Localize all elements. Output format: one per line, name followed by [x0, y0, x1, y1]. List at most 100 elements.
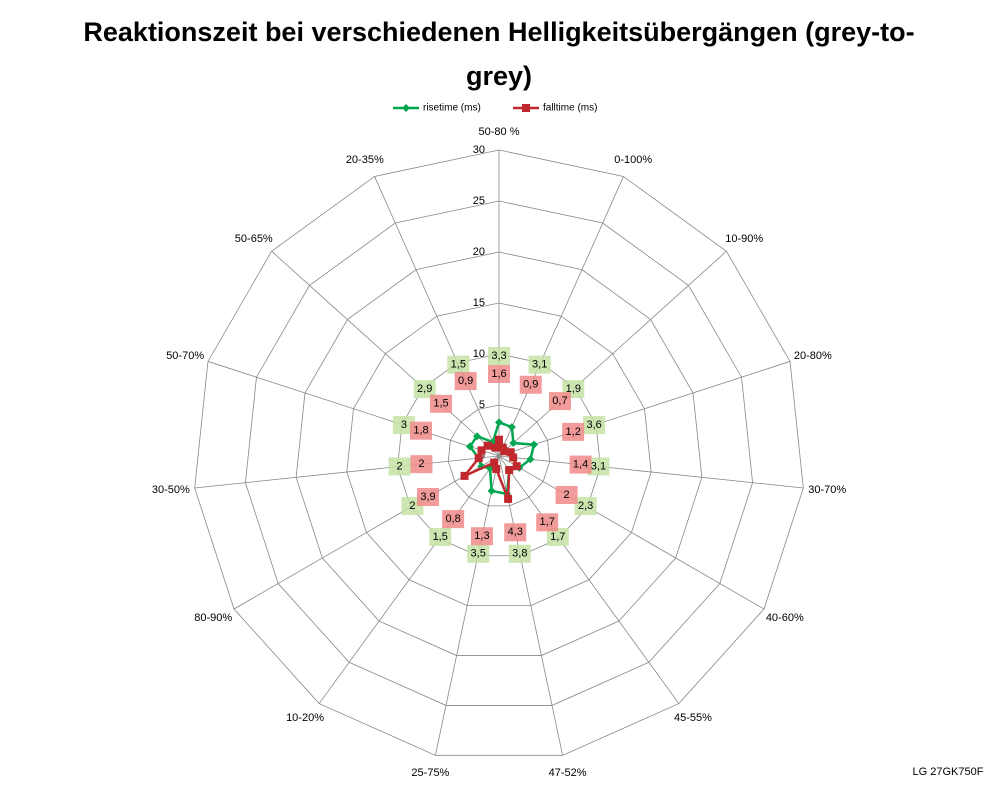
data-label: 3: [401, 419, 407, 431]
category-label: 0-100%: [614, 154, 652, 166]
data-label-bg: [470, 527, 493, 546]
marker: [512, 462, 521, 471]
marker: [504, 494, 513, 503]
data-label: 3,1: [591, 460, 606, 472]
category-label: 47-52%: [549, 767, 587, 779]
grid-ring: [346, 302, 652, 607]
data-label: 2: [563, 489, 569, 501]
data-label-bg: [536, 513, 559, 532]
data-label: 1,5: [433, 531, 448, 543]
y-tick-label: 5: [479, 399, 485, 411]
data-label-bg: [410, 421, 433, 440]
spoke: [498, 455, 804, 489]
spoke: [498, 455, 564, 756]
y-tick-label: 25: [473, 195, 485, 207]
marker: [474, 454, 483, 463]
spoke: [498, 250, 727, 457]
category-label: 25-75%: [411, 767, 449, 779]
category-label: 80-90%: [194, 612, 232, 624]
category-label: 40-60%: [766, 612, 804, 624]
data-label-bg: [574, 497, 597, 515]
data-label-bg: [416, 488, 439, 506]
category-label: 10-90%: [725, 233, 763, 245]
data-label: 0,7: [552, 395, 567, 407]
data-label: 0,9: [458, 375, 473, 387]
data-label-bg: [447, 355, 470, 374]
marker: [492, 464, 501, 473]
marker: [491, 443, 500, 452]
data-label: 0,9: [523, 379, 538, 391]
grid-ring: [244, 200, 754, 706]
data-label: 3,8: [512, 548, 527, 560]
spoke: [498, 455, 680, 704]
data-label-bg: [410, 455, 433, 474]
category-label: 50-80 %: [479, 126, 520, 138]
spoke: [498, 361, 791, 457]
data-label: 1,3: [474, 530, 489, 542]
y-tick-label: 30: [473, 144, 485, 156]
marker: [507, 423, 516, 432]
grid-ring: [295, 251, 703, 656]
grid-ring: [397, 353, 601, 557]
legend-label: falltime (ms): [543, 103, 597, 114]
data-label: 1,4: [573, 458, 588, 470]
data-label-bg: [508, 544, 531, 563]
data-label: 3,9: [420, 491, 435, 503]
marker: [509, 453, 518, 462]
data-label-bg: [467, 544, 490, 563]
data-label: 4,3: [508, 526, 523, 538]
data-label-bg: [587, 457, 610, 476]
data-label-bg: [528, 355, 551, 374]
data-label-bg: [504, 523, 527, 542]
category-label: 10-20%: [286, 712, 324, 724]
data-label-bg: [569, 455, 592, 474]
marker: [460, 471, 469, 480]
data-label-bg: [442, 510, 465, 529]
y-tick-label: 10: [473, 348, 485, 360]
legend-marker: [402, 104, 410, 112]
data-label: 2: [396, 460, 402, 472]
data-label: 1,2: [566, 426, 581, 438]
chart-title: Reaktionszeit bei verschiedenen Helligke…: [83, 17, 915, 91]
grid-ring: [194, 149, 804, 756]
legend-marker: [522, 104, 530, 112]
data-label-bg: [519, 375, 542, 394]
marker: [506, 448, 515, 457]
marker: [490, 458, 499, 467]
data-label: 1,6: [491, 368, 506, 380]
category-label: 45-55%: [674, 712, 712, 724]
spoke: [194, 455, 500, 489]
data-label-bg: [429, 527, 452, 546]
spoke: [434, 455, 500, 756]
category-label: 20-80%: [794, 350, 832, 362]
data-label: 3,3: [491, 350, 506, 362]
spoke: [207, 361, 500, 457]
data-label-bg: [413, 380, 436, 399]
marker: [529, 440, 538, 449]
marker: [526, 455, 535, 464]
series-line: [468, 420, 536, 496]
marker: [465, 442, 474, 451]
data-label-bg: [388, 457, 411, 476]
marker: [495, 418, 503, 427]
data-label-bg: [454, 372, 477, 391]
spoke: [498, 176, 624, 457]
data-label: 2,9: [417, 383, 432, 395]
category-label: 50-65%: [235, 233, 273, 245]
data-label: 3,1: [532, 359, 547, 371]
data-label: 1,5: [433, 398, 448, 410]
data-label: 1,5: [451, 359, 466, 371]
data-label: 1,8: [413, 425, 428, 437]
data-label-bg: [555, 486, 578, 504]
data-label: 2,3: [578, 500, 593, 512]
data-label: 1,7: [540, 516, 555, 528]
marker: [473, 432, 482, 441]
data-label: 1,9: [566, 383, 581, 395]
footnote: LG 27GK750F: [913, 766, 984, 778]
marker: [495, 435, 503, 444]
spoke: [498, 455, 765, 610]
data-label-bg: [546, 527, 569, 546]
category-label: 30-70%: [808, 484, 846, 496]
